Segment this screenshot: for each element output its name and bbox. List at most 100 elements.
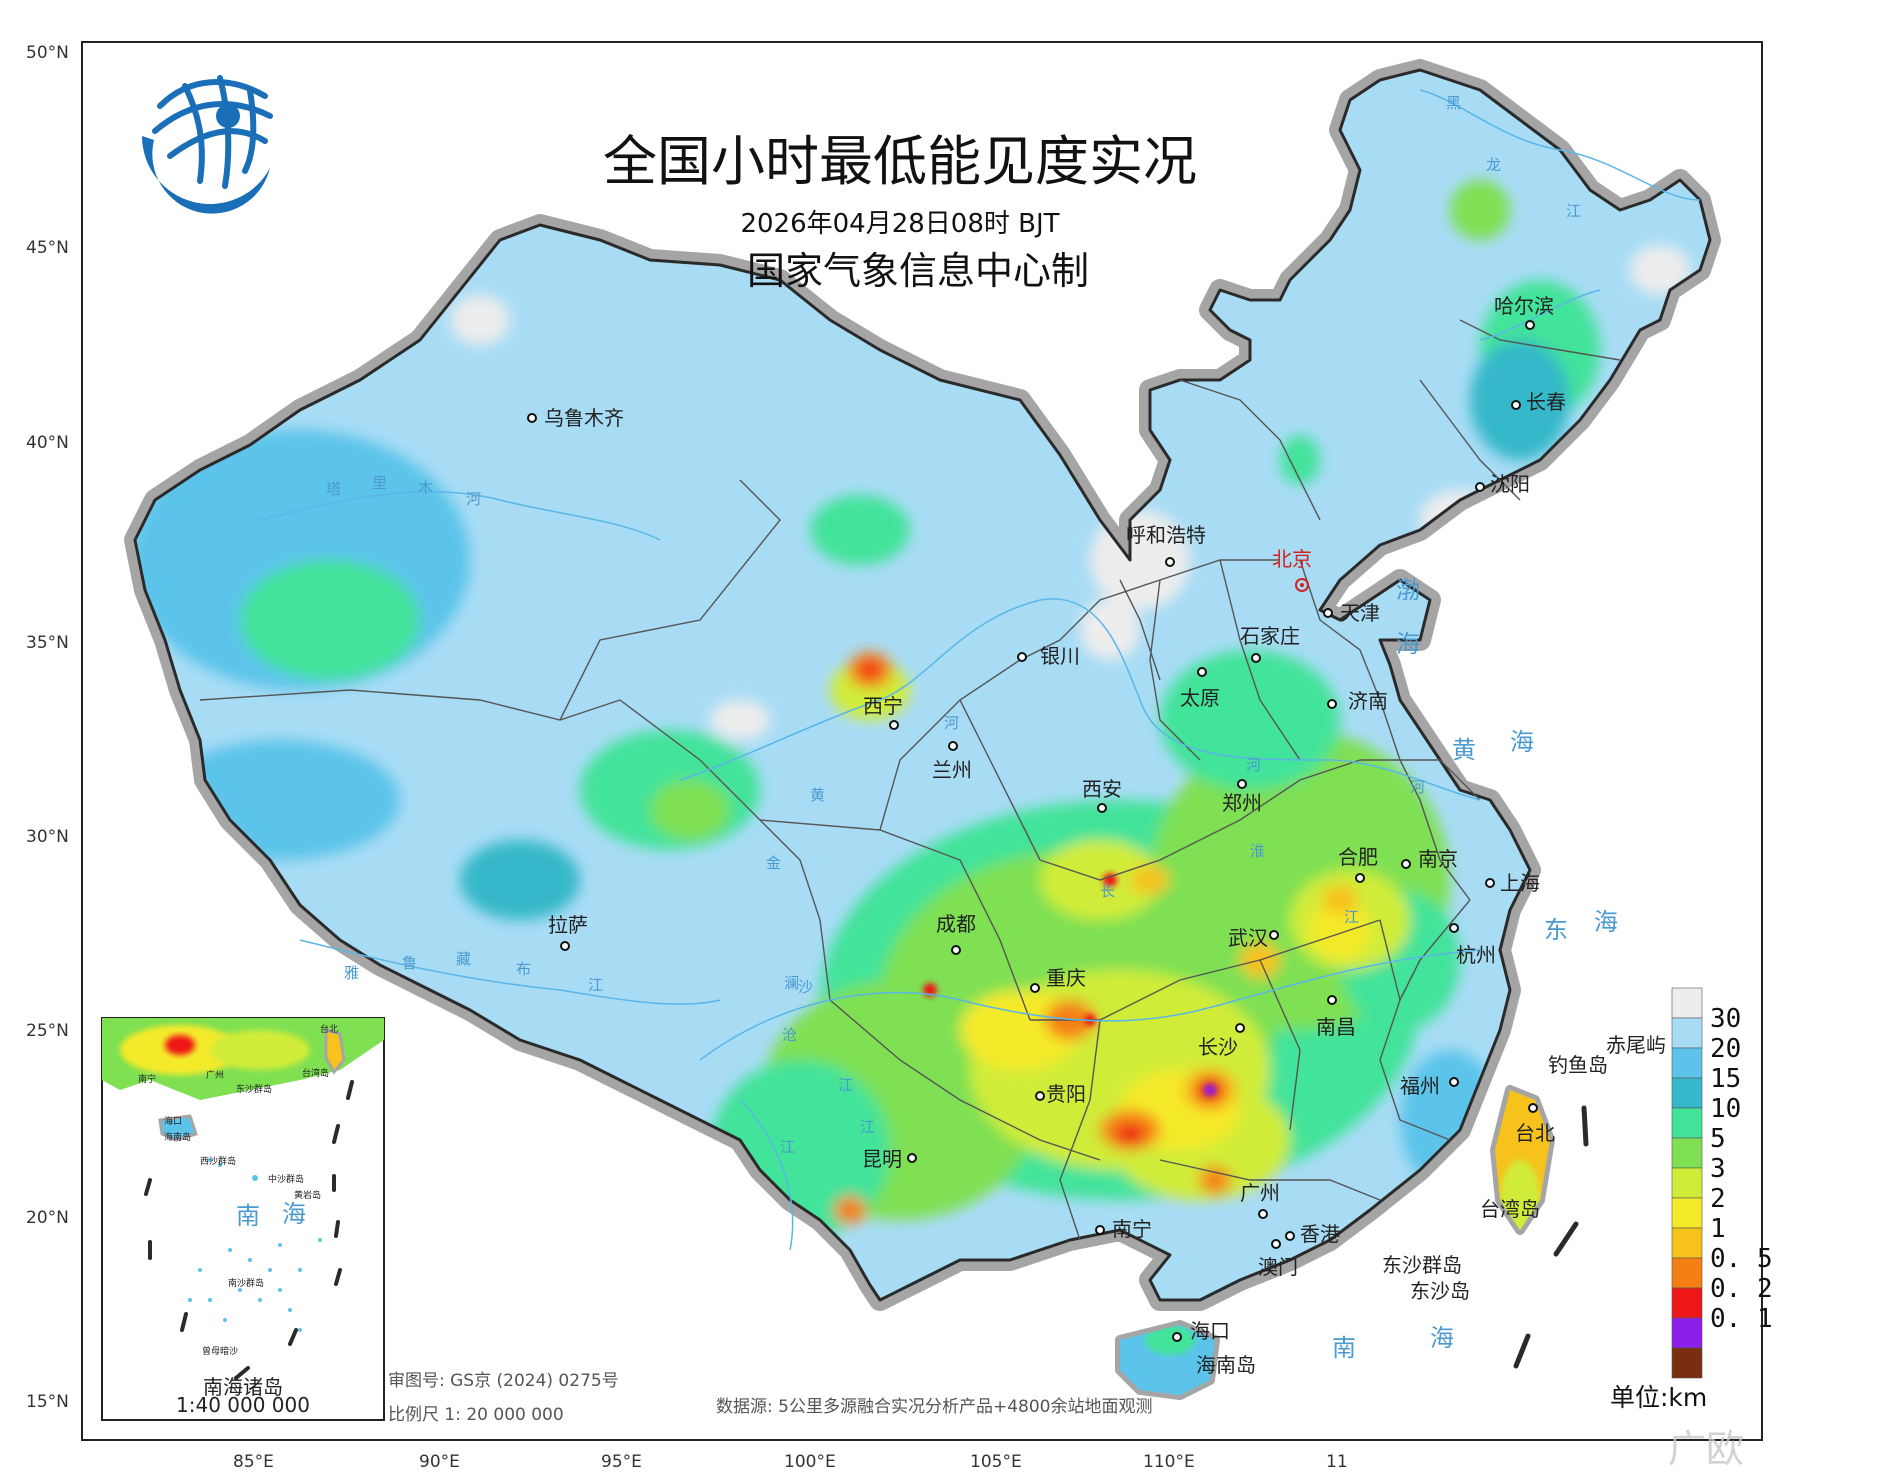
lon-label: 85°E <box>233 1452 274 1472</box>
legend-label: 3 <box>1710 1154 1726 1184</box>
legend-label: 5 <box>1710 1124 1726 1154</box>
svg-text:金: 金 <box>766 854 781 872</box>
svg-text:海: 海 <box>282 1200 306 1228</box>
lon-label: 90°E <box>419 1452 460 1472</box>
lat-label: 45°N <box>26 238 69 258</box>
city-fuzhou: 福州 <box>1400 1074 1459 1098</box>
legend-label: 30 <box>1710 1004 1741 1034</box>
lon-label: 100°E <box>784 1452 836 1472</box>
legend-swatch <box>1671 1347 1703 1379</box>
map-frame <box>81 41 1763 1441</box>
latitude-labels: 50°N 45°N 40°N 35°N 30°N 25°N 20°N 15°N <box>26 43 69 1412</box>
legend-swatch <box>1671 1227 1703 1259</box>
lat-label: 35°N <box>26 633 69 653</box>
city-guiyang: 贵阳 <box>1035 1082 1086 1106</box>
scale-note: 比例尺 1: 20 000 000 <box>388 1405 564 1425</box>
svg-text:沧: 沧 <box>782 1026 797 1044</box>
city-nanning: 南宁 <box>1095 1217 1152 1241</box>
city-label: 西安 <box>1082 777 1122 801</box>
city-hohhot: 呼和浩特 <box>1126 523 1206 567</box>
city-label: 兰州 <box>932 758 972 782</box>
sea-labels: 渤 海 黄 海 东 海 南 海 <box>1332 576 1618 1362</box>
city-label: 武汉 <box>1228 926 1268 950</box>
city-label: 呼和浩特 <box>1126 523 1206 547</box>
river-labels: 塔 里 木 河 黄 河 河 长 江 江 雅 鲁 藏 布 江 金 沙 江 澜 沧 … <box>326 94 1581 1156</box>
city-nanjing: 南京 <box>1401 847 1458 871</box>
city-label: 济南 <box>1348 689 1388 713</box>
city-label: 杭州 <box>1456 943 1496 967</box>
city-yinchuan: 银川 <box>1017 644 1080 668</box>
legend-label: 20 <box>1710 1034 1741 1064</box>
svg-text:海口: 海口 <box>164 1115 182 1127</box>
sea-char: 海 <box>1594 908 1618 936</box>
dongsha-label: 东沙群岛 <box>1382 1253 1462 1277</box>
chiwei-label: 赤尾屿 <box>1606 1033 1666 1057</box>
lon-label: 11 <box>1326 1452 1348 1472</box>
unit-label: 单位:km <box>1610 1383 1707 1412</box>
city-hangzhou: 杭州 <box>1449 923 1496 967</box>
map-producer: 国家气象信息中心制 <box>747 249 1089 293</box>
svg-text:鲁: 鲁 <box>402 954 417 972</box>
city-urumqi: 乌鲁木齐 <box>527 406 624 430</box>
map-title: 全国小时最低能见度实况 <box>603 130 1197 193</box>
city-label: 哈尔滨 <box>1494 294 1554 318</box>
legend-label: 1 <box>1710 1214 1726 1244</box>
svg-text:广州: 广州 <box>206 1069 224 1081</box>
city-label: 乌鲁木齐 <box>544 406 624 430</box>
svg-text:沙: 沙 <box>798 978 813 996</box>
svg-text:西沙群岛: 西沙群岛 <box>200 1155 236 1167</box>
svg-text:河: 河 <box>944 714 959 732</box>
city-macau: 澳门 <box>1258 1239 1298 1279</box>
svg-text:江: 江 <box>1344 908 1359 926</box>
lon-label: 95°E <box>601 1452 642 1472</box>
city-changchun: 长春 <box>1511 390 1566 414</box>
cma-globe-logo <box>142 68 278 214</box>
svg-text:里: 里 <box>372 474 387 492</box>
lon-label: 110°E <box>1143 1452 1195 1472</box>
lat-label: 15°N <box>26 1392 69 1412</box>
approval-note: 审图号: GS京 (2024) 0275号 <box>388 1371 619 1391</box>
city-jinan: 济南 <box>1327 689 1388 713</box>
city-label: 拉萨 <box>548 913 588 937</box>
city-wuhan: 武汉 <box>1228 926 1279 950</box>
lat-label: 40°N <box>26 433 69 453</box>
diaoyu-label: 钓鱼岛 <box>1548 1053 1608 1077</box>
maritime-boundary <box>1513 1105 1589 1369</box>
sea-char: 海 <box>1430 1324 1454 1352</box>
city-hongkong: 香港 <box>1285 1222 1340 1246</box>
legend-label: 0. 2 <box>1710 1274 1773 1304</box>
svg-text:河: 河 <box>1410 778 1425 796</box>
city-label: 长春 <box>1526 390 1566 414</box>
svg-text:布: 布 <box>516 960 531 978</box>
sea-char: 南 <box>1332 1334 1356 1362</box>
lat-label: 50°N <box>26 43 69 63</box>
city-shijiazhuang: 石家庄 <box>1240 624 1300 663</box>
svg-text:东沙群岛: 东沙群岛 <box>236 1083 272 1095</box>
longitude-labels: 85°E 90°E 95°E 100°E 105°E 110°E 11 <box>233 1452 1348 1472</box>
city-haikou: 海口 <box>1172 1319 1230 1343</box>
svg-text:江: 江 <box>588 976 603 994</box>
legend-label: 0. 1 <box>1710 1304 1773 1334</box>
city-label: 贵阳 <box>1046 1082 1086 1106</box>
city-label-capital: 北京 <box>1272 547 1312 571</box>
city-changsha: 长沙 <box>1198 1023 1245 1059</box>
city-label: 长沙 <box>1198 1035 1238 1059</box>
hainan-label: 海南岛 <box>1196 1353 1256 1377</box>
city-harbin: 哈尔滨 <box>1494 294 1554 330</box>
city-hefei: 合肥 <box>1338 845 1378 883</box>
city-label: 沈阳 <box>1490 472 1530 496</box>
south-china-sea-inset: 南宁 广州 台北 台湾岛 海口 海南岛 东沙群岛 西沙群岛 中沙群岛 黄岩岛 南… <box>101 1017 385 1421</box>
svg-text:江: 江 <box>860 1118 875 1136</box>
city-markers: 乌鲁木齐 哈尔滨 长春 沈阳 呼和浩特 北京 天津 石家庄 银川 太原 济南 西… <box>527 294 1566 1343</box>
city-lhasa: 拉萨 <box>548 913 588 951</box>
svg-text:木: 木 <box>418 478 433 496</box>
legend-swatch <box>1671 1137 1703 1169</box>
city-lanzhou: 兰州 <box>932 741 972 782</box>
svg-text:江: 江 <box>780 1138 795 1156</box>
city-label: 成都 <box>936 912 976 936</box>
lon-label: 105°E <box>970 1452 1022 1472</box>
legend-swatch <box>1671 1197 1703 1229</box>
legend-swatch <box>1671 1077 1703 1109</box>
